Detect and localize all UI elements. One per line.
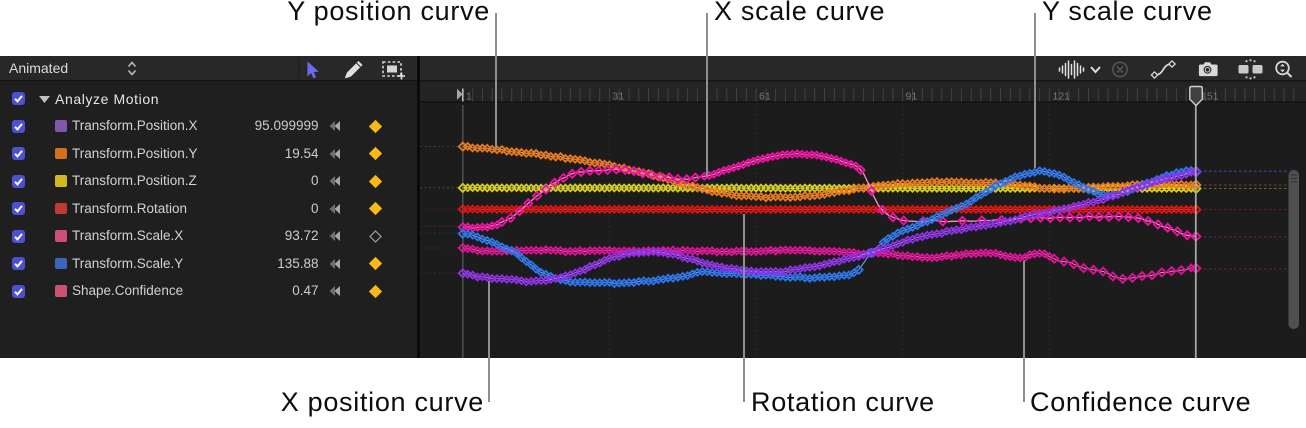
svg-text:91: 91 — [906, 91, 918, 103]
svg-text:1: 1 — [466, 91, 472, 103]
svg-text:61: 61 — [759, 91, 771, 103]
svg-text:121: 121 — [1053, 91, 1071, 103]
svg-text:31: 31 — [613, 91, 625, 103]
svg-text:151: 151 — [1201, 91, 1219, 103]
